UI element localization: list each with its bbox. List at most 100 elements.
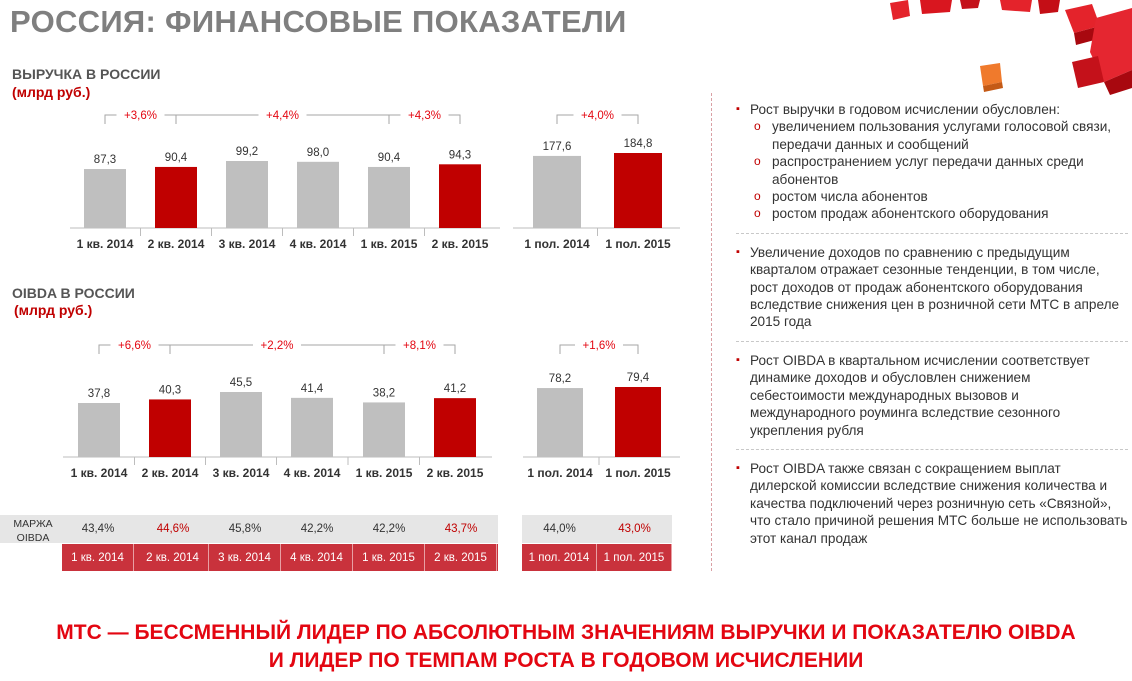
sub-bullet-item: o ростом продаж абонентского оборудования: [736, 205, 1128, 222]
growth-bracket: [383, 344, 456, 354]
bar-value-label: 177,6: [543, 141, 572, 153]
bar-value-label: 98,0: [307, 147, 329, 159]
sub-bullet-text: распространением услуг передачи данных с…: [772, 154, 1084, 187]
category-label: 1 пол. 2014: [527, 466, 593, 480]
bar-value-label: 90,4: [378, 152, 401, 164]
oibda-quarterly-chart: 37,8 1 кв. 2014 40,3 2 кв. 2014 45,5 3 кв. 20…: [63, 340, 492, 480]
category-label: 1 кв. 2015: [361, 237, 418, 251]
bar: [363, 402, 405, 457]
category-label: 2 кв. 2014: [148, 237, 205, 251]
revenue-quarterly-chart: 87,3 1 кв. 2014 90,4 2 кв. 2014 99,2 3 кв. 20…: [70, 110, 500, 251]
bar: [84, 169, 126, 228]
category-label: 1 пол. 2014: [524, 237, 590, 251]
bullet-item: ▪ Рост выручки в годовом исчислении обусл…: [736, 101, 1128, 118]
margin-value: 43,4%: [81, 523, 115, 535]
bar-value-label: 38,2: [373, 387, 395, 399]
growth-label: +4,0%: [581, 110, 614, 122]
bar-value-label: 41,2: [444, 383, 466, 395]
category-label: 3 кв. 2014: [213, 466, 270, 480]
category-label: 4 кв. 2014: [284, 466, 341, 480]
growth-bracket: [559, 344, 639, 354]
bullet-text: Рост OIBDA также связан с сокращением вы…: [750, 460, 1128, 546]
bar-value-label: 45,5: [230, 377, 252, 389]
margin-row-bg-halfyear: [522, 515, 672, 543]
commentary-list: ▪ Рост выручки в годовом исчислении обусл…: [736, 101, 1128, 547]
margin-value-halfyear: 43,0%: [618, 523, 651, 535]
square-bullet-icon: ▪: [736, 353, 740, 366]
bullet-item: ▪ Увеличение доходов по сравнению с преды…: [736, 244, 1128, 331]
footer-line-2: И ЛИДЕР ПО ТЕМПАМ РОСТА В ГОДОВОМ ИСЧИСЛ…: [268, 649, 864, 672]
decorative-cubes: [890, 0, 1132, 95]
bar: [220, 392, 262, 457]
bar-value-label: 90,4: [165, 152, 188, 164]
growth-label: +3,6%: [124, 110, 157, 122]
category-label: 4 кв. 2014: [290, 237, 347, 251]
period-row-bg-halfyear: [522, 544, 672, 571]
category-label: 1 кв. 2014: [71, 466, 128, 480]
bar: [297, 161, 339, 228]
growth-label: +4,3%: [408, 110, 441, 122]
margin-period-halfyear: 1 пол. 2015: [597, 544, 672, 571]
sub-bullet-text: ростом числа абонентов: [772, 189, 928, 205]
square-bullet-icon: ▪: [736, 245, 740, 258]
revenue-unit: (млрд руб.): [12, 84, 91, 100]
bar-value-label: 94,3: [449, 149, 471, 161]
bar-value-label: 37,8: [88, 388, 110, 400]
growth-label: +2,2%: [261, 340, 294, 352]
circle-bullet-icon: o: [754, 154, 761, 169]
bullet-separator: [736, 232, 1128, 234]
margin-label: МАРЖА OIBDA: [13, 518, 53, 544]
category-label: 1 пол. 2015: [605, 237, 671, 251]
bar: [78, 403, 120, 457]
bar: [615, 387, 661, 457]
square-bullet-icon: ▪: [736, 103, 740, 115]
bar: [149, 399, 191, 457]
footer-line-1: МТС — БЕССМЕННЫЙ ЛИДЕР ПО АБСОЛЮТНЫМ ЗНА…: [56, 621, 1076, 644]
oibda-section-title: OIBDA В РОССИИ: [12, 285, 135, 301]
margin-period: 4 кв. 2014: [281, 544, 353, 571]
sub-bullet-item: o ростом числа абонентов: [736, 188, 1128, 205]
bar-value-label: 79,4: [627, 372, 650, 384]
category-label: 3 кв. 2014: [219, 237, 276, 251]
margin-period: 1 кв. 2014: [62, 544, 134, 571]
bullet-separator: [736, 340, 1128, 342]
bullet-text: Рост выручки в годовом исчислении обусло…: [750, 102, 1061, 117]
bar: [537, 388, 583, 457]
margin-value: 45,8%: [228, 523, 262, 535]
margin-value: 44,6%: [156, 523, 190, 535]
category-label: 2 кв. 2014: [142, 466, 199, 480]
category-label: 2 кв. 2015: [432, 237, 489, 251]
margin-period: 2 кв. 2015: [425, 544, 497, 571]
category-label: 2 кв. 2015: [427, 466, 484, 480]
bar: [291, 397, 333, 457]
revenue-halfyear-chart: 177,6 1 пол. 2014 184,8 1 пол. 2015 +4,0%: [513, 110, 680, 251]
margin-period: 3 кв. 2014: [209, 544, 281, 571]
bar: [533, 155, 581, 228]
square-bullet-icon: ▪: [736, 461, 740, 474]
page-title: РОССИЯ: ФИНАНСОВЫЕ ПОКАЗАТЕЛИ: [10, 4, 627, 39]
margin-row-bg: [0, 515, 498, 543]
footer-statement: МТС — БЕССМЕННЫЙ ЛИДЕР ПО АБСОЛЮТНЫМ ЗНА…: [0, 619, 1132, 675]
sub-bullet-item: o распространением услуг передачи данных …: [736, 153, 1128, 188]
margin-period: 2 кв. 2014: [137, 544, 209, 571]
margin-period-halfyear: 1 пол. 2014: [522, 544, 597, 571]
bar: [434, 398, 476, 457]
oibda-halfyear-chart: 78,2 1 пол. 2014 79,4 1 пол. 2015 +1,6%: [523, 340, 680, 480]
margin-value: 42,2%: [300, 523, 334, 535]
bullet-text: Рост OIBDA в квартальном исчислении соот…: [750, 352, 1090, 438]
sub-bullet-text: увеличением пользования услугами голосов…: [772, 119, 1112, 152]
bullet-item: ▪ Рост OIBDA также связан с сокращением в…: [736, 460, 1128, 547]
margin-value: 42,2%: [372, 523, 406, 535]
sub-bullet-item: o увеличением пользования услугами голосо…: [736, 118, 1128, 153]
category-label: 1 кв. 2015: [356, 466, 413, 480]
bar: [155, 166, 197, 228]
bar-value-label: 184,8: [624, 138, 653, 150]
bar: [368, 166, 410, 228]
growth-label: +6,6%: [118, 340, 151, 352]
bullet-text: Увеличение доходов по сравнению с предыд…: [750, 244, 1120, 330]
growth-label: +1,6%: [583, 340, 616, 352]
bar: [226, 161, 268, 228]
section-divider: [711, 93, 712, 571]
growth-bracket: [388, 114, 461, 124]
oibda-margin-table: МАРЖА OIBDA 43,4% 44,6% 45,8% 42,2% 42,2% 43,…: [0, 515, 680, 571]
